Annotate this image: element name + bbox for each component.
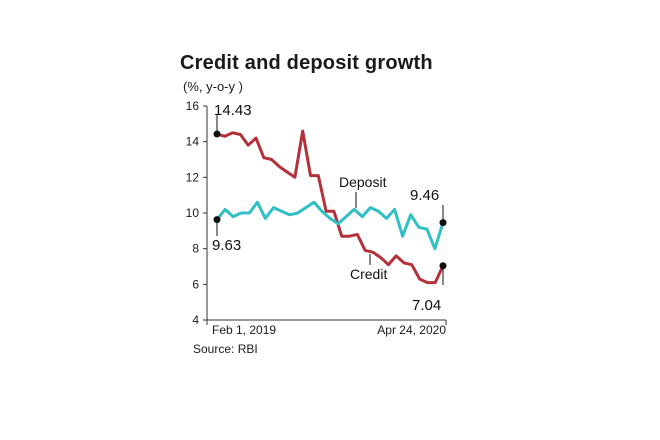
y-tick-label: 10 bbox=[186, 206, 200, 220]
y-tick-label: 6 bbox=[192, 277, 199, 291]
y-tick-label: 8 bbox=[192, 242, 199, 256]
y-tick-label: 4 bbox=[192, 313, 199, 327]
y-tick-label: 16 bbox=[186, 99, 200, 113]
x-tick-label: Feb 1, 2019 bbox=[212, 323, 276, 337]
series-line-deposit bbox=[215, 200, 445, 251]
x-tick-label: Apr 24, 2020 bbox=[377, 323, 446, 337]
y-tick-label: 12 bbox=[186, 170, 200, 184]
chart-title: Credit and deposit growth bbox=[180, 52, 433, 74]
start-value-label: 14.43 bbox=[214, 102, 252, 119]
series-label-credit: Credit bbox=[350, 266, 387, 282]
series-label-deposit: Deposit bbox=[339, 174, 387, 190]
source-note: Source: RBI bbox=[193, 342, 258, 356]
chart-subtitle: (%, y-o-y ) bbox=[183, 79, 243, 94]
end-value-label: 7.04 bbox=[412, 297, 441, 314]
end-value-label: 9.46 bbox=[410, 187, 439, 204]
y-tick-label: 14 bbox=[186, 135, 200, 149]
start-value-label: 9.63 bbox=[212, 237, 241, 254]
series-line-credit bbox=[215, 129, 445, 285]
